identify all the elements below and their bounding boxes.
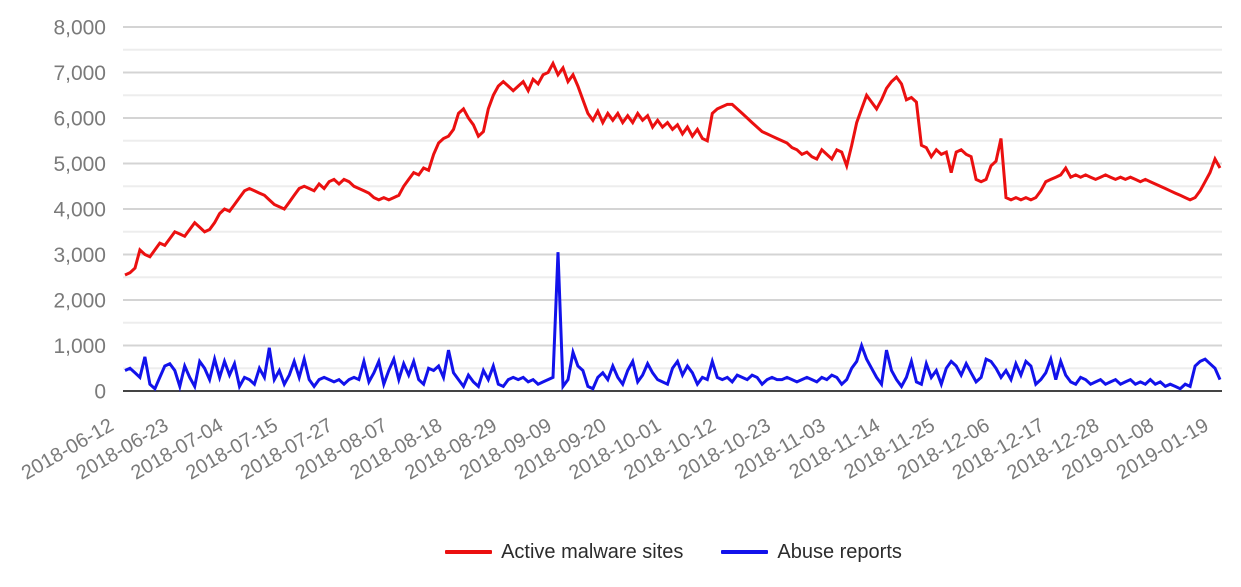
y-axis-tick-label: 0 xyxy=(94,381,106,404)
y-axis-tick-label: 4,000 xyxy=(53,199,106,222)
legend-item-active-malware-sites[interactable]: Active malware sites xyxy=(445,540,683,564)
y-axis-tick-label: 7,000 xyxy=(53,62,106,85)
y-axis-tick-label: 2,000 xyxy=(53,290,106,313)
legend-label-abuse-reports: Abuse reports xyxy=(777,541,902,563)
y-axis-tick-label: 8,000 xyxy=(53,17,106,40)
series-line-abuse-reports xyxy=(124,252,1222,393)
y-axis-tick-label: 6,000 xyxy=(53,108,106,131)
chart-plot-area: 0 1,000 2,000 3,000 4,000 5,000 6,000 7,000 8,00… xyxy=(18,17,1222,484)
legend-swatch-active-malware-sites xyxy=(445,550,493,554)
y-axis-tick-label: 1,000 xyxy=(53,335,106,358)
chart-legend: Active malware sites Abuse reports xyxy=(125,540,1222,564)
legend-swatch-abuse-reports xyxy=(721,550,769,554)
series-line-active-malware-sites xyxy=(124,59,1222,277)
y-axis-tick-label: 5,000 xyxy=(53,153,106,176)
legend-label-active-malware-sites: Active malware sites xyxy=(501,541,684,563)
legend-item-abuse-reports[interactable]: Abuse reports xyxy=(721,540,902,564)
y-axis-tick-label: 3,000 xyxy=(53,244,106,267)
